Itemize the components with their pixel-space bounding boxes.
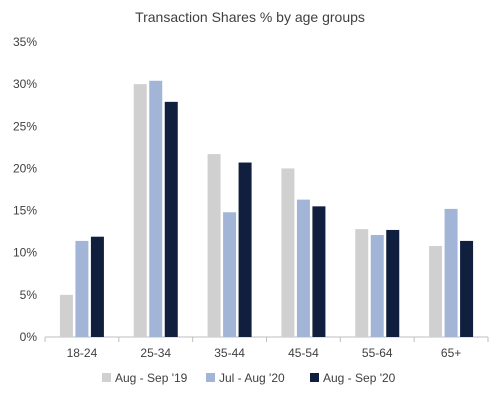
y-tick-label: 10% — [13, 246, 37, 260]
y-tick-label: 0% — [20, 330, 38, 344]
y-axis: 0% 5% 10% 15% 20% 25% 30% 35% — [13, 35, 37, 344]
x-tick-label: 35-44 — [214, 346, 245, 360]
y-tick-label: 20% — [13, 161, 37, 175]
y-tick-label: 30% — [13, 77, 37, 91]
chart-title: Transaction Shares % by age groups — [135, 9, 365, 25]
bar — [59, 294, 73, 337]
bar — [75, 240, 89, 337]
bar — [164, 101, 178, 337]
y-tick-label: 5% — [20, 288, 38, 302]
bar — [281, 168, 295, 337]
x-tick-label: 65+ — [441, 346, 461, 360]
bar — [429, 245, 443, 337]
y-tick-label: 25% — [13, 119, 37, 133]
bar — [370, 235, 384, 337]
bars — [59, 80, 474, 338]
bar — [312, 206, 326, 337]
x-tick-label: 55-64 — [362, 346, 393, 360]
bar — [133, 84, 147, 338]
bar — [386, 229, 400, 337]
legend-swatch — [310, 373, 319, 382]
x-axis: 18-24 25-34 35-44 45-54 55-64 65+ — [44, 336, 489, 360]
legend-label: Aug - Sep '20 — [323, 371, 396, 385]
bar — [238, 162, 252, 337]
legend-label: Aug - Sep '19 — [115, 371, 188, 385]
bar — [90, 236, 104, 337]
y-tick-label: 15% — [13, 204, 37, 218]
bar — [207, 154, 221, 337]
legend-label: Jul - Aug '20 — [219, 371, 285, 385]
bar — [460, 240, 474, 337]
x-tick-label: 25-34 — [140, 346, 171, 360]
x-tick-label: 45-54 — [288, 346, 319, 360]
bar — [223, 212, 237, 337]
bar — [149, 80, 163, 338]
x-tick-label: 18-24 — [67, 346, 98, 360]
y-tick-label: 35% — [13, 35, 37, 49]
legend: Aug - Sep '19 Jul - Aug '20 Aug - Sep '20 — [102, 371, 396, 385]
legend-swatch — [206, 373, 215, 382]
bar — [296, 199, 310, 337]
bar — [444, 208, 458, 337]
bar — [355, 229, 369, 337]
legend-swatch — [102, 373, 111, 382]
